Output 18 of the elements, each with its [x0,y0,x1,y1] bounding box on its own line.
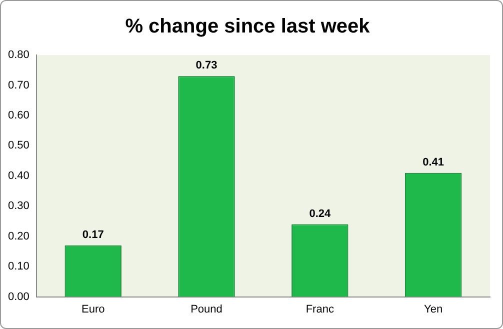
x-tick-label: Pound [190,303,222,316]
y-tick-label: 0.50 [8,140,30,152]
y-tick-label: 0.70 [8,79,30,92]
y-tick-label: 0.20 [8,230,30,242]
y-tick-label: 0.40 [8,170,30,182]
data-label: 0.17 [82,228,104,241]
y-tick-label: 0.80 [8,49,30,62]
y-tick-label: 0.10 [8,260,30,273]
chart-title: % change since last week [125,16,371,38]
data-label: 0.41 [422,156,444,168]
x-tick-label: Yen [424,303,443,316]
x-tick-label: Franc [306,303,334,316]
data-label: 0.73 [196,60,218,72]
y-tick-label: 0.00 [8,290,30,303]
x-tick-label: Euro [81,303,105,316]
data-label: 0.24 [309,208,332,220]
y-tick-label: 0.30 [8,200,30,212]
y-tick-label: 0.60 [8,109,30,122]
